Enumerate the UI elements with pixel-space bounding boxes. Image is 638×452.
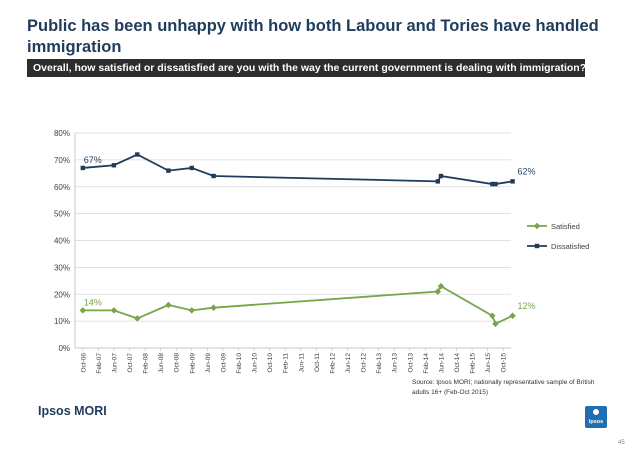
y-tick-label: 20% <box>54 290 70 299</box>
y-tick-label: 0% <box>58 344 70 353</box>
x-tick-label: Feb-08 <box>143 353 150 374</box>
question-banner: Overall, how satisfied or dissatisfied a… <box>27 59 585 77</box>
data-label: 14% <box>84 297 102 307</box>
data-point <box>80 165 85 171</box>
y-tick-label: 30% <box>54 263 70 272</box>
x-tick-label: Oct-08 <box>174 353 181 373</box>
x-tick-label: Jun-07 <box>111 353 118 373</box>
y-tick-label: 40% <box>54 237 70 246</box>
x-tick-label: Oct-15 <box>501 353 508 373</box>
y-tick-label: 50% <box>54 210 70 219</box>
x-tick-label: Jun-14 <box>438 353 445 373</box>
data-point <box>509 312 516 320</box>
data-point <box>490 181 495 187</box>
x-tick-label: Oct-10 <box>267 353 274 373</box>
y-tick-label: 10% <box>54 317 70 326</box>
x-tick-label: Feb-07 <box>96 353 103 374</box>
svg-text:Ipsos: Ipsos <box>589 419 603 425</box>
x-tick-label: Oct-14 <box>454 353 461 373</box>
data-point <box>134 315 141 322</box>
data-point <box>165 301 172 309</box>
legend-marker <box>533 222 541 230</box>
data-point <box>211 173 216 179</box>
legend-label: Dissatisfied <box>551 242 589 251</box>
x-tick-label: Oct-13 <box>407 353 414 373</box>
data-point <box>492 320 499 328</box>
x-tick-label: Feb-12 <box>329 353 336 374</box>
legend-marker <box>534 243 540 249</box>
x-tick-label: Oct-11 <box>314 353 321 372</box>
data-point <box>437 282 445 290</box>
data-point <box>188 307 196 314</box>
data-point <box>79 307 87 314</box>
data-point <box>189 165 194 171</box>
data-label: 62% <box>518 166 536 176</box>
y-tick-label: 70% <box>54 156 70 165</box>
data-point <box>489 312 496 320</box>
x-tick-label: Jun-10 <box>252 353 259 373</box>
source-note: Source: Ipsos MORI; nationally represent… <box>412 379 595 396</box>
x-tick-label: Oct-07 <box>127 353 134 373</box>
data-point <box>438 173 444 179</box>
x-tick-label: Jun-12 <box>345 353 352 373</box>
x-tick-label: Feb-09 <box>189 353 196 374</box>
x-tick-label: Jun-15 <box>485 353 492 373</box>
page-number: 45 <box>618 440 625 446</box>
series-line-satisfied <box>82 284 513 326</box>
x-tick-label: Jun-09 <box>205 353 212 373</box>
data-point <box>493 181 498 187</box>
x-tick-label: Oct-06 <box>80 353 87 373</box>
data-point <box>434 288 442 295</box>
x-tick-label: Feb-14 <box>423 353 430 374</box>
x-tick-label: Feb-11 <box>283 353 290 373</box>
ipsos-logo: Ipsos <box>585 406 607 428</box>
x-tick-label: Feb-15 <box>470 353 477 374</box>
x-tick-label: Jun-13 <box>392 353 399 373</box>
data-point <box>166 168 171 173</box>
y-tick-label: 60% <box>54 183 70 192</box>
x-tick-label: Jun-11 <box>298 353 305 373</box>
y-tick-label: 80% <box>54 129 70 138</box>
legend-label: Satisfied <box>551 222 580 231</box>
x-tick-label: Jun-08 <box>158 353 165 373</box>
data-point <box>435 179 441 184</box>
data-point <box>111 163 117 168</box>
x-tick-label: Oct-09 <box>220 353 227 373</box>
brand-name: Ipsos MORI <box>38 404 107 418</box>
data-label: 12% <box>518 301 536 311</box>
series-line-dissatisfied <box>82 153 513 185</box>
x-tick-label: Feb-10 <box>236 353 243 374</box>
slide-title: Public has been unhappy with how both La… <box>27 17 599 56</box>
data-point <box>135 152 140 157</box>
data-label: 67% <box>84 155 102 165</box>
data-point <box>210 304 217 311</box>
x-tick-label: Oct-12 <box>361 353 368 373</box>
data-point <box>110 307 118 314</box>
data-point <box>510 179 515 184</box>
x-tick-label: Feb-13 <box>376 353 383 374</box>
